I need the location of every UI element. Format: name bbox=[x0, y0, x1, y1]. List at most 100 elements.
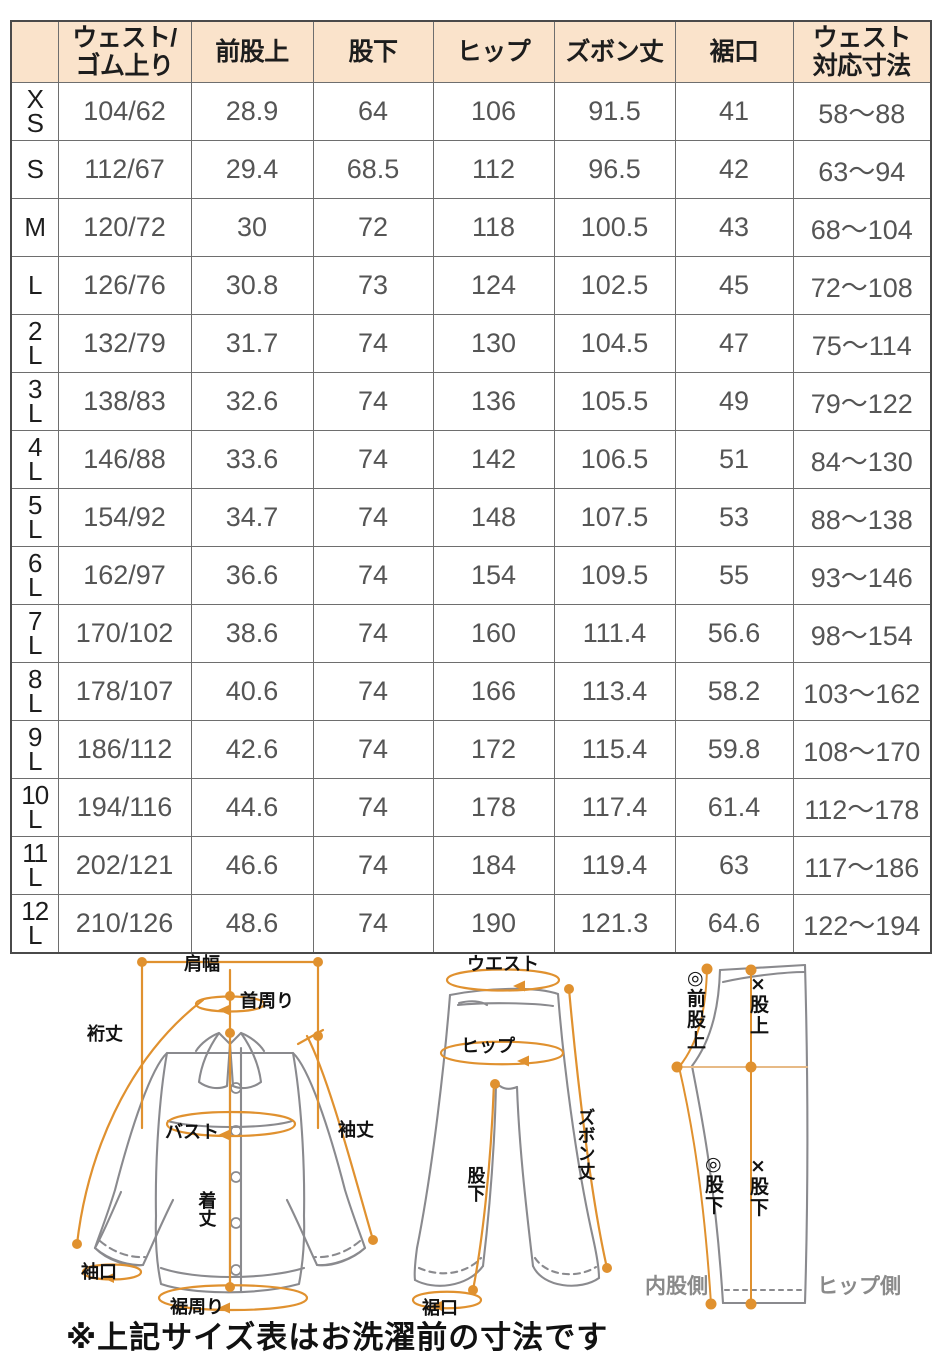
cell-front-rise: 40.6 bbox=[190, 662, 314, 721]
cell-hem-opening: 63 bbox=[674, 836, 794, 895]
cell-hip: 184 bbox=[432, 836, 555, 895]
cell-pants-length: 91.5 bbox=[553, 82, 676, 141]
rise-label-front-rise-correct: ◎前股上 bbox=[687, 967, 706, 1052]
cell-waist-range: 108〜170 bbox=[792, 720, 932, 779]
cell-waist-range: 112〜178 bbox=[792, 778, 932, 837]
cell-pants-length: 107.5 bbox=[553, 488, 676, 547]
jacket-label-shoulder-width: 肩幅 bbox=[184, 953, 220, 975]
cell-pants-length: 119.4 bbox=[553, 836, 676, 895]
cell-waist-elastic: 178/107 bbox=[57, 662, 192, 721]
table-row: L 126/76 30.8 73 124 102.5 45 72〜108 bbox=[10, 256, 932, 315]
cell-inseam: 74 bbox=[312, 604, 434, 663]
cell-front-rise: 38.6 bbox=[190, 604, 314, 663]
cell-pants-length: 96.5 bbox=[553, 140, 676, 199]
pants-label-inseam: 股下 bbox=[465, 1166, 487, 1203]
cell-size-label: 5 L bbox=[10, 488, 59, 547]
cell-pants-length: 105.5 bbox=[553, 372, 676, 431]
cell-hem-opening: 45 bbox=[674, 256, 794, 315]
cell-size-label: 2 L bbox=[10, 314, 59, 373]
cell-hip: 136 bbox=[432, 372, 555, 431]
cell-hem-opening: 49 bbox=[674, 372, 794, 431]
table-row: 5 L 154/92 34.7 74 148 107.5 53 88〜138 bbox=[10, 488, 932, 547]
cell-front-rise: 30.8 bbox=[190, 256, 314, 315]
cell-waist-elastic: 132/79 bbox=[57, 314, 192, 373]
cell-inseam: 74 bbox=[312, 894, 434, 954]
table-row: 6 L 162/97 36.6 74 154 109.5 55 93〜146 bbox=[10, 546, 932, 605]
cell-front-rise: 46.6 bbox=[190, 836, 314, 895]
cell-inseam: 74 bbox=[312, 372, 434, 431]
rise-label-inseam-correct: ◎股下 bbox=[705, 1153, 724, 1217]
table-row: 11 L 202/121 46.6 74 184 119.4 63 117〜186 bbox=[10, 836, 932, 895]
cell-inseam: 74 bbox=[312, 430, 434, 489]
pants-label-hem-opening: 裾口 bbox=[422, 1297, 458, 1319]
size-table-body: X S 104/62 28.9 64 106 91.5 41 58〜88 S 112/67 29.4… bbox=[10, 82, 932, 954]
table-row: X S 104/62 28.9 64 106 91.5 41 58〜88 bbox=[10, 82, 932, 141]
cell-front-rise: 48.6 bbox=[190, 894, 314, 954]
cell-waist-range: 72〜108 bbox=[792, 256, 932, 315]
table-row: 8 L 178/107 40.6 74 166 113.4 58.2 103〜162 bbox=[10, 662, 932, 721]
cell-pants-length: 104.5 bbox=[553, 314, 676, 373]
cell-waist-range: 79〜122 bbox=[792, 372, 932, 431]
table-row: S 112/67 29.4 68.5 112 96.5 42 63〜94 bbox=[10, 140, 932, 199]
cell-size-label: 10 L bbox=[10, 778, 59, 837]
cell-size-label: 8 L bbox=[10, 662, 59, 721]
cell-hem-opening: 43 bbox=[674, 198, 794, 257]
rise-label-hip-side: ヒップ側 bbox=[817, 1274, 901, 1298]
cell-inseam: 72 bbox=[312, 198, 434, 257]
header-cell-hip: ヒップ bbox=[432, 20, 555, 83]
jacket-label-body-length: 着丈 bbox=[196, 1190, 218, 1228]
cell-hem-opening: 47 bbox=[674, 314, 794, 373]
jacket-label-bust: バスト bbox=[165, 1122, 219, 1143]
cell-pants-length: 121.3 bbox=[553, 894, 676, 954]
cell-hip: 148 bbox=[432, 488, 555, 547]
cell-waist-range: 75〜114 bbox=[792, 314, 932, 373]
rise-illustration: ◎前股上 ×股上 ◎股下 ×股下 内股側 ヒップ側 bbox=[645, 963, 901, 1310]
cell-inseam: 74 bbox=[312, 488, 434, 547]
endpoint-dots bbox=[72, 957, 378, 1292]
size-table: ウェスト/ ゴム上り 前股上 股下 ヒップ ズボン丈 裾口 ウェスト 対応寸法 … bbox=[10, 20, 932, 954]
cell-inseam: 73 bbox=[312, 256, 434, 315]
cell-hip: 124 bbox=[432, 256, 555, 315]
table-row: M 120/72 30 72 118 100.5 43 68〜104 bbox=[10, 198, 932, 257]
cell-hem-opening: 61.4 bbox=[674, 778, 794, 837]
header-cell-inseam: 股下 bbox=[312, 20, 434, 83]
cell-waist-elastic: 112/67 bbox=[57, 140, 192, 199]
cell-hem-opening: 58.2 bbox=[674, 662, 794, 721]
cell-size-label: 3 L bbox=[10, 372, 59, 431]
pants-illustration: ウエスト ヒップ ズボン丈 股下 裾口 bbox=[411, 954, 612, 1319]
cell-waist-elastic: 170/102 bbox=[57, 604, 192, 663]
cell-front-rise: 33.6 bbox=[190, 430, 314, 489]
cell-inseam: 74 bbox=[312, 778, 434, 837]
cell-hem-opening: 42 bbox=[674, 140, 794, 199]
cell-waist-range: 103〜162 bbox=[792, 662, 932, 721]
table-header-row: ウェスト/ ゴム上り 前股上 股下 ヒップ ズボン丈 裾口 ウェスト 対応寸法 bbox=[10, 20, 932, 83]
cell-size-label: 4 L bbox=[10, 430, 59, 489]
cell-pants-length: 100.5 bbox=[553, 198, 676, 257]
cell-size-label: S bbox=[10, 140, 59, 199]
cell-front-rise: 44.6 bbox=[190, 778, 314, 837]
header-cell-front-rise: 前股上 bbox=[190, 20, 314, 83]
cell-hip: 154 bbox=[432, 546, 555, 605]
cell-pants-length: 102.5 bbox=[553, 256, 676, 315]
cell-size-label: M bbox=[10, 198, 59, 257]
cell-size-label: 11 L bbox=[10, 836, 59, 895]
jacket-label-neck: 首周り bbox=[240, 990, 294, 1012]
cell-inseam: 74 bbox=[312, 662, 434, 721]
cell-size-label: 9 L bbox=[10, 720, 59, 779]
cell-inseam: 74 bbox=[312, 836, 434, 895]
jacket-label-sleeve-from-center: 裄丈 bbox=[86, 1023, 123, 1045]
rise-diagram: ◎前股上 ×股上 ◎股下 ×股下 内股側 ヒップ側 bbox=[645, 948, 940, 1320]
cell-hip: 142 bbox=[432, 430, 555, 489]
cell-hip: 172 bbox=[432, 720, 555, 779]
cell-waist-range: 93〜146 bbox=[792, 546, 932, 605]
cell-pants-length: 106.5 bbox=[553, 430, 676, 489]
cell-waist-elastic: 120/72 bbox=[57, 198, 192, 257]
cell-hem-opening: 51 bbox=[674, 430, 794, 489]
cell-front-rise: 32.6 bbox=[190, 372, 314, 431]
cell-waist-elastic: 104/62 bbox=[57, 82, 192, 141]
cell-size-label: 7 L bbox=[10, 604, 59, 663]
cell-size-label: 12 L bbox=[10, 894, 59, 954]
cell-front-rise: 28.9 bbox=[190, 82, 314, 141]
arrow-heads bbox=[103, 1005, 230, 1314]
